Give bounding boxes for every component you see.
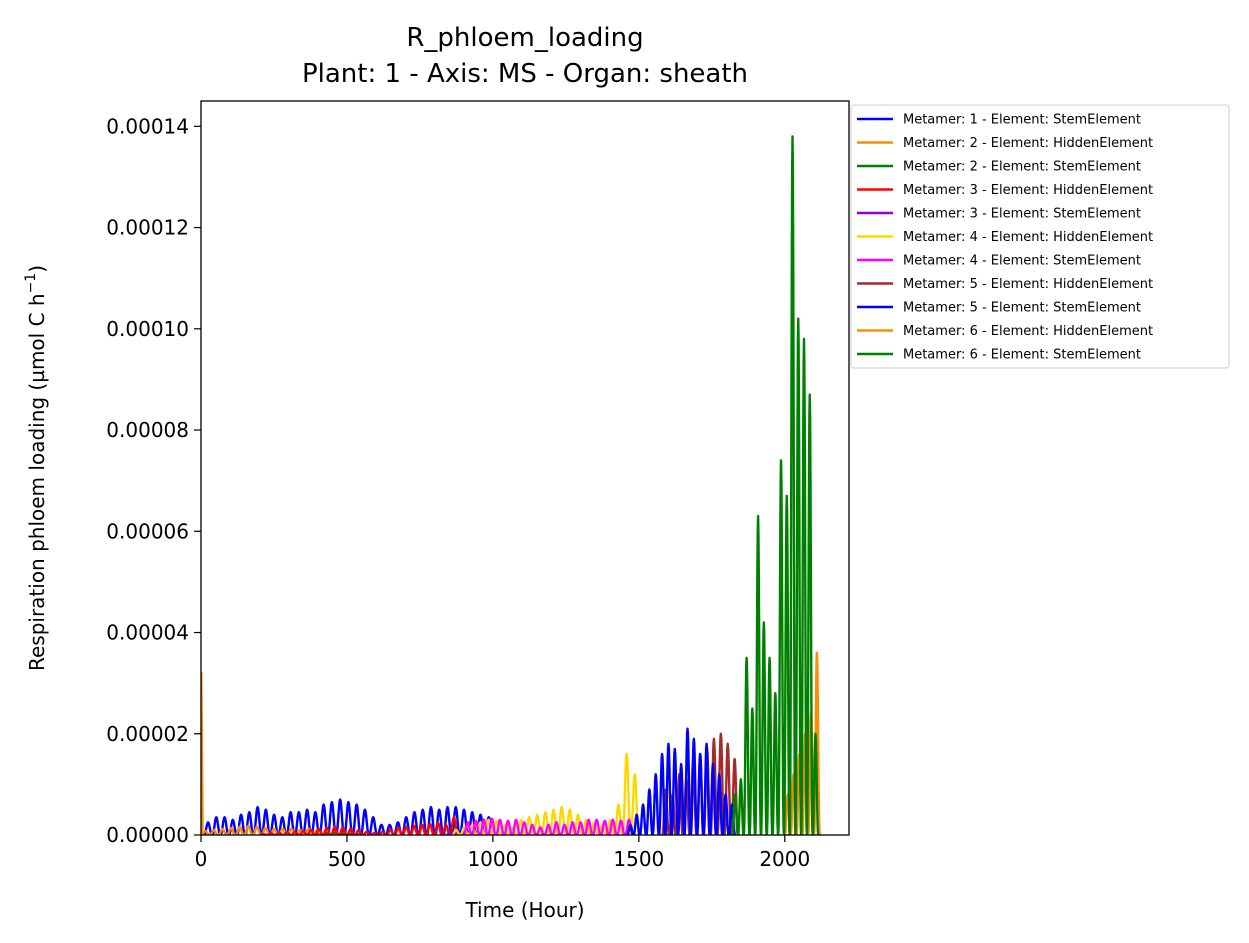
y-axis-label: Respiration phloem loading (µmol C h−1) <box>23 265 49 671</box>
x-axis: 0 500 1000 1500 2000 <box>195 835 810 871</box>
series-line-11 <box>731 135 820 835</box>
y-tick-label: 0.00014 <box>106 114 189 138</box>
legend-entry-11: Metamer: 6 - Element: StemElement <box>903 348 1141 363</box>
legend-entry-10: Metamer: 6 - Element: HiddenElement <box>903 324 1153 339</box>
y-tick-label: 0.00000 <box>106 823 189 847</box>
y-tick-label: 0.00006 <box>106 519 189 543</box>
y-axis-label-superscript: −1 <box>23 273 39 294</box>
y-tick-label: 0.00012 <box>106 216 189 240</box>
legend-entry-6: Metamer: 4 - Element: HiddenElement <box>903 230 1153 245</box>
x-tick-label: 0 <box>195 847 208 871</box>
legend-entry-8: Metamer: 5 - Element: HiddenElement <box>903 277 1153 292</box>
plot-frame <box>200 100 850 836</box>
legend-entry-9: Metamer: 5 - Element: StemElement <box>903 301 1141 316</box>
x-tick-label: 500 <box>328 847 366 871</box>
y-tick-label: 0.00002 <box>106 722 189 746</box>
legend-entry-4: Metamer: 3 - Element: HiddenElement <box>903 183 1153 198</box>
chart-subtitle: Plant: 1 - Axis: MS - Organ: sheath <box>302 59 748 89</box>
legend-entry-5: Metamer: 3 - Element: StemElement <box>903 207 1141 222</box>
series-line-7 <box>463 817 634 835</box>
y-tick-label: 0.00010 <box>106 317 189 341</box>
series-line-9 <box>626 727 737 835</box>
chart-title: R_phloem_loading <box>406 23 643 53</box>
x-tick-label: 2000 <box>759 847 810 871</box>
y-tick-label: 0.00008 <box>106 418 189 442</box>
y-tick-label: 0.00004 <box>106 621 189 645</box>
y-axis-label-main: Respiration phloem loading (µmol C h <box>25 293 49 671</box>
legend: Metamer: 1 - Element: StemElement Metamer… <box>850 104 1230 369</box>
x-axis-label: Time (Hour) <box>464 898 584 922</box>
x-tick-label: 1500 <box>613 847 664 871</box>
legend-box <box>850 104 1230 369</box>
legend-entry-2: Metamer: 2 - Element: HiddenElement <box>903 136 1153 151</box>
legend-entry-3: Metamer: 2 - Element: StemElement <box>903 160 1141 175</box>
y-axis-label-close: ) <box>25 265 49 273</box>
y-axis: 0.00000 0.00002 0.00004 0.00006 0.00008 0.000… <box>106 114 201 847</box>
series-layer <box>201 135 822 835</box>
legend-entry-7: Metamer: 4 - Element: StemElement <box>903 254 1141 269</box>
x-tick-label: 1000 <box>467 847 518 871</box>
legend-entry-1: Metamer: 1 - Element: StemElement <box>903 113 1141 128</box>
